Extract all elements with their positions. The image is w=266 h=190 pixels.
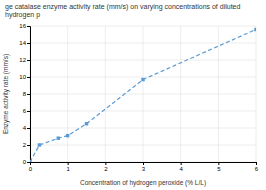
tick-mark	[68, 162, 69, 165]
marker	[57, 136, 60, 139]
tick-label: 16	[19, 23, 26, 29]
grid-line	[30, 60, 256, 61]
tick-label: 8	[23, 91, 27, 97]
marker	[66, 134, 69, 137]
tick-mark	[27, 26, 30, 27]
tick-mark	[27, 60, 30, 61]
tick: 3	[142, 162, 146, 172]
tick-label: 14	[19, 40, 26, 46]
tick-mark	[27, 162, 30, 163]
tick: 4	[179, 162, 183, 172]
chart: ge catalase enzyme activity rate (mm/s) …	[0, 0, 266, 190]
marker	[141, 78, 144, 81]
line	[30, 29, 256, 162]
tick-mark	[27, 43, 30, 44]
x-label: Concentration of hydrogen peroxide (% L/…	[80, 179, 206, 187]
tick: 16	[19, 23, 30, 29]
tick-mark	[181, 162, 182, 165]
tick-mark	[256, 162, 257, 165]
tick-mark	[27, 77, 30, 78]
grid-line	[30, 145, 256, 146]
tick-mark	[27, 94, 30, 95]
tick-label: 4	[179, 166, 183, 172]
tick-label: 4	[23, 125, 27, 131]
tick-mark	[27, 128, 30, 129]
marker	[30, 160, 32, 162]
marker	[254, 28, 256, 31]
tick: 10	[19, 74, 30, 80]
axis-line	[27, 27, 31, 163]
grid-line	[30, 26, 256, 27]
tick: 6	[23, 108, 30, 114]
tick: 1	[66, 162, 70, 172]
series	[30, 28, 256, 162]
tick-label: 1	[66, 166, 70, 172]
plot: 01234560246810121416	[19, 23, 259, 172]
axis-line	[31, 163, 257, 166]
tick: 0	[29, 162, 33, 172]
tick-label: 2	[23, 142, 27, 148]
marker	[85, 122, 88, 125]
tick-mark	[143, 162, 144, 165]
y-label: Enzyme activity rate (mm/s)	[2, 54, 10, 134]
tick-label: 0	[29, 166, 33, 172]
tick-label: 6	[255, 166, 259, 172]
grid-line	[30, 77, 256, 78]
tick: 6	[255, 162, 259, 172]
y-axis: 0 2 4 6 8 10 12 14 16	[19, 23, 30, 165]
tick-label: 5	[217, 166, 221, 172]
tick-label: 0	[23, 159, 27, 165]
tick-label: 2	[104, 166, 108, 172]
grid-line	[30, 128, 256, 129]
tick: 12	[19, 57, 30, 63]
tick: 2	[104, 162, 108, 172]
tick-label: 12	[19, 57, 26, 63]
tick-label: 6	[23, 108, 27, 114]
tick-mark	[27, 111, 30, 112]
x-axis: 0 1 2 3 4 5 6	[29, 162, 259, 172]
tick-label: 10	[19, 74, 26, 80]
marker	[38, 143, 41, 146]
title: ge catalase enzyme activity rate (mm/s) …	[5, 3, 240, 19]
grid-line	[30, 43, 256, 44]
grid-line	[30, 94, 256, 95]
tick: 0	[23, 159, 30, 165]
tick-label: 3	[142, 166, 146, 172]
tick-mark	[105, 162, 106, 165]
grid-line	[30, 111, 256, 112]
tick-mark	[218, 162, 219, 165]
tick: 4	[23, 125, 30, 131]
tick: 8	[23, 91, 30, 97]
tick-mark	[27, 145, 30, 146]
tick: 5	[217, 162, 221, 172]
grid	[30, 26, 256, 162]
tick: 14	[19, 40, 30, 46]
tick: 2	[23, 142, 30, 148]
